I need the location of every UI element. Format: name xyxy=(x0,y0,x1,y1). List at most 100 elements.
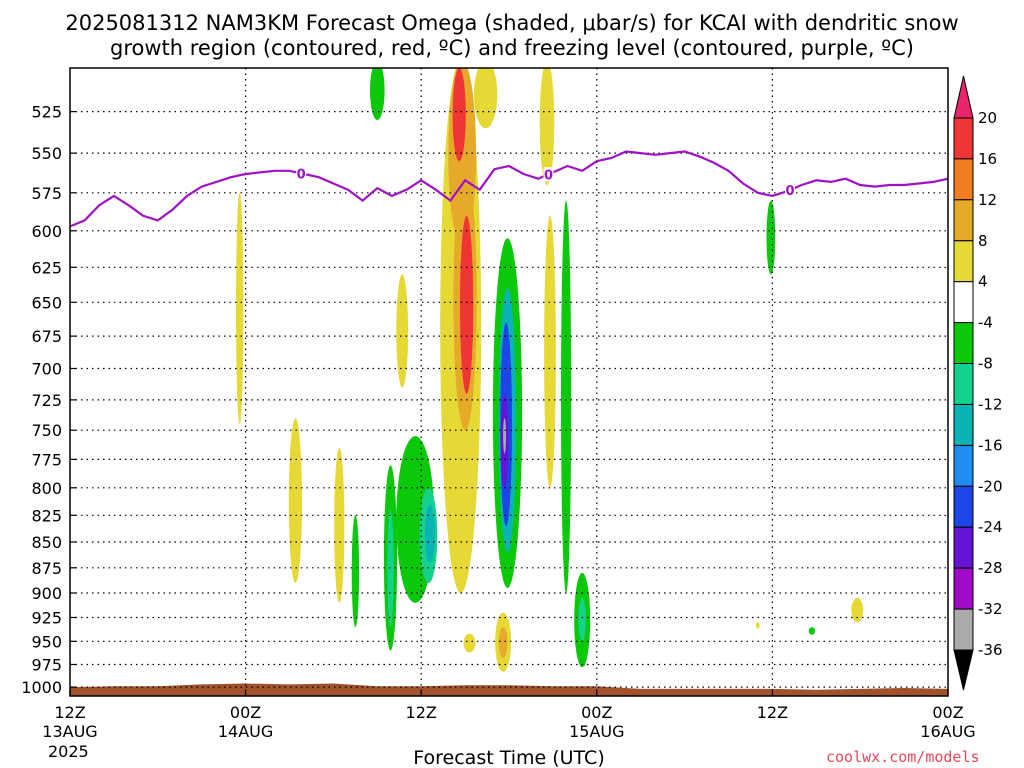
x-tick-date-36: 15AUG xyxy=(569,722,624,741)
x-tick-label-0: 12Z xyxy=(54,703,85,722)
x-tick-label-12: 00Z xyxy=(230,703,261,722)
colorbar-label-9: -20 xyxy=(978,477,1003,495)
colorbar-label-4: 4 xyxy=(978,273,988,291)
omega-area-30 xyxy=(766,200,776,275)
omega-area-21 xyxy=(351,515,360,628)
colorbar-swatch-8 xyxy=(953,444,974,487)
x-tick-label-24: 12Z xyxy=(406,703,437,722)
colorbar-label-13: -36 xyxy=(978,641,1003,659)
colorbar-swatch-9 xyxy=(953,485,974,528)
omega-area-13 xyxy=(503,418,507,454)
y-tick-label-875: 875 xyxy=(31,559,62,578)
colorbar-swatch-12 xyxy=(953,608,974,651)
omega-area-31 xyxy=(808,627,816,635)
colorbar-label-0: 20 xyxy=(978,109,997,127)
freezing-label-bg-1 xyxy=(543,167,554,182)
x-tick-date-60: 16AUG xyxy=(920,722,975,741)
colorbar-label-3: 8 xyxy=(978,232,988,250)
omega-shading-layer xyxy=(236,68,864,672)
omega-area-16 xyxy=(424,504,436,563)
freezing-label-bg-2 xyxy=(785,183,795,197)
y-tick-label-800: 800 xyxy=(31,479,62,498)
y-tick-label-750: 750 xyxy=(31,421,62,440)
colorbar-swatch-11 xyxy=(953,567,974,610)
omega-area-29 xyxy=(463,633,476,653)
y-tick-label-675: 675 xyxy=(31,327,62,346)
x-axis-title: Forecast Time (UTC) xyxy=(413,747,604,768)
y-tick-label-975: 975 xyxy=(31,656,62,675)
omega-area-23 xyxy=(387,509,394,628)
y-tick-label-925: 925 xyxy=(31,609,62,628)
y-tick-label-825: 825 xyxy=(31,506,62,525)
y-tick-label-775: 775 xyxy=(31,450,62,469)
y-tick-label-550: 550 xyxy=(31,144,62,163)
omega-area-20 xyxy=(334,447,345,603)
omega-area-26 xyxy=(578,597,586,642)
freezing-level-label-1: 0 xyxy=(544,168,553,183)
y-tick-label-900: 900 xyxy=(31,584,62,603)
omega-area-6 xyxy=(473,68,498,129)
omega-area-18 xyxy=(236,192,244,425)
colorbar-swatch-3 xyxy=(953,240,974,283)
colorbar-swatch-5 xyxy=(953,322,974,365)
omega-area-17 xyxy=(396,274,409,388)
omega-area-8 xyxy=(544,215,556,488)
colorbar-swatch-6 xyxy=(953,363,974,405)
omega-area-5 xyxy=(460,215,474,394)
x-tick-label-36: 00Z xyxy=(581,703,612,722)
y-tick-label-625: 625 xyxy=(31,258,62,277)
colorbar-swatch-10 xyxy=(953,526,974,569)
x-tick-label-60: 00Z xyxy=(932,703,963,722)
omega-area-28 xyxy=(498,627,508,659)
colorbar-swatch-7 xyxy=(953,404,974,446)
colorbar-label-2: 12 xyxy=(978,191,997,209)
freezing-label-bg-0 xyxy=(296,166,307,181)
colorbar-label-8: -16 xyxy=(978,436,1003,454)
terrain-fill xyxy=(70,683,948,696)
y-tick-label-575: 575 xyxy=(31,184,62,203)
y-tick-label-525: 525 xyxy=(31,103,62,122)
colorbar-label-6: -8 xyxy=(978,355,993,373)
y-tick-label-1000: 1000 xyxy=(21,678,62,697)
x-tick-date-0: 13AUG xyxy=(42,722,97,741)
omega-area-19 xyxy=(288,418,302,583)
plot-frame xyxy=(69,67,949,697)
colorbar-label-11: -28 xyxy=(978,559,1003,577)
y-axis-ticks: 525 550 575 600 625 650 675 700 725 750 775 800 825 8… xyxy=(21,103,76,697)
y-tick-label-725: 725 xyxy=(31,391,62,410)
freezing-level-layer: 0 0 0 xyxy=(70,150,948,228)
colorbar: 20 16 12 8 4 -4 -8 -12 -16 -20 -24 -28 -32 -36 xyxy=(953,75,1003,691)
omega-area-7 xyxy=(539,68,555,185)
omega-area-3 xyxy=(452,68,466,162)
year-label: 2025 xyxy=(48,742,89,761)
y-tick-label-700: 700 xyxy=(31,360,62,379)
y-tick-label-950: 950 xyxy=(31,632,62,651)
freezing-level-label-0: 0 xyxy=(297,167,306,182)
y-tick-label-600: 600 xyxy=(31,222,62,241)
y-tick-label-850: 850 xyxy=(31,533,62,552)
freezing-level-label-2: 0 xyxy=(785,184,794,199)
chart-title-line1: 2025081312 NAM3KM Forecast Omega (shaded… xyxy=(65,11,958,35)
colorbar-bottom-arrow xyxy=(953,649,974,691)
colorbar-swatch-0 xyxy=(953,117,974,160)
gridlines xyxy=(70,68,948,696)
freezing-level-line xyxy=(70,150,948,228)
colorbar-label-5: -4 xyxy=(978,314,993,332)
colorbar-top-arrow xyxy=(953,75,974,119)
colorbar-label-12: -32 xyxy=(978,600,1003,618)
colorbar-swatch-2 xyxy=(953,199,974,242)
chart-title-line2: growth region (contoured, red, ºC) and f… xyxy=(110,36,914,60)
omega-area-33 xyxy=(756,622,760,629)
omega-area-32 xyxy=(851,597,864,623)
x-tick-label-48: 12Z xyxy=(757,703,788,722)
colorbar-swatch-4 xyxy=(953,281,974,324)
colorbar-label-10: -24 xyxy=(978,518,1003,536)
omega-area-0 xyxy=(370,68,385,120)
x-tick-date-12: 14AUG xyxy=(218,722,273,741)
credit-text: coolwx.com/models xyxy=(826,748,980,766)
omega-area-24 xyxy=(561,200,572,594)
colorbar-swatch-1 xyxy=(953,158,974,201)
terrain-layer xyxy=(70,683,948,696)
